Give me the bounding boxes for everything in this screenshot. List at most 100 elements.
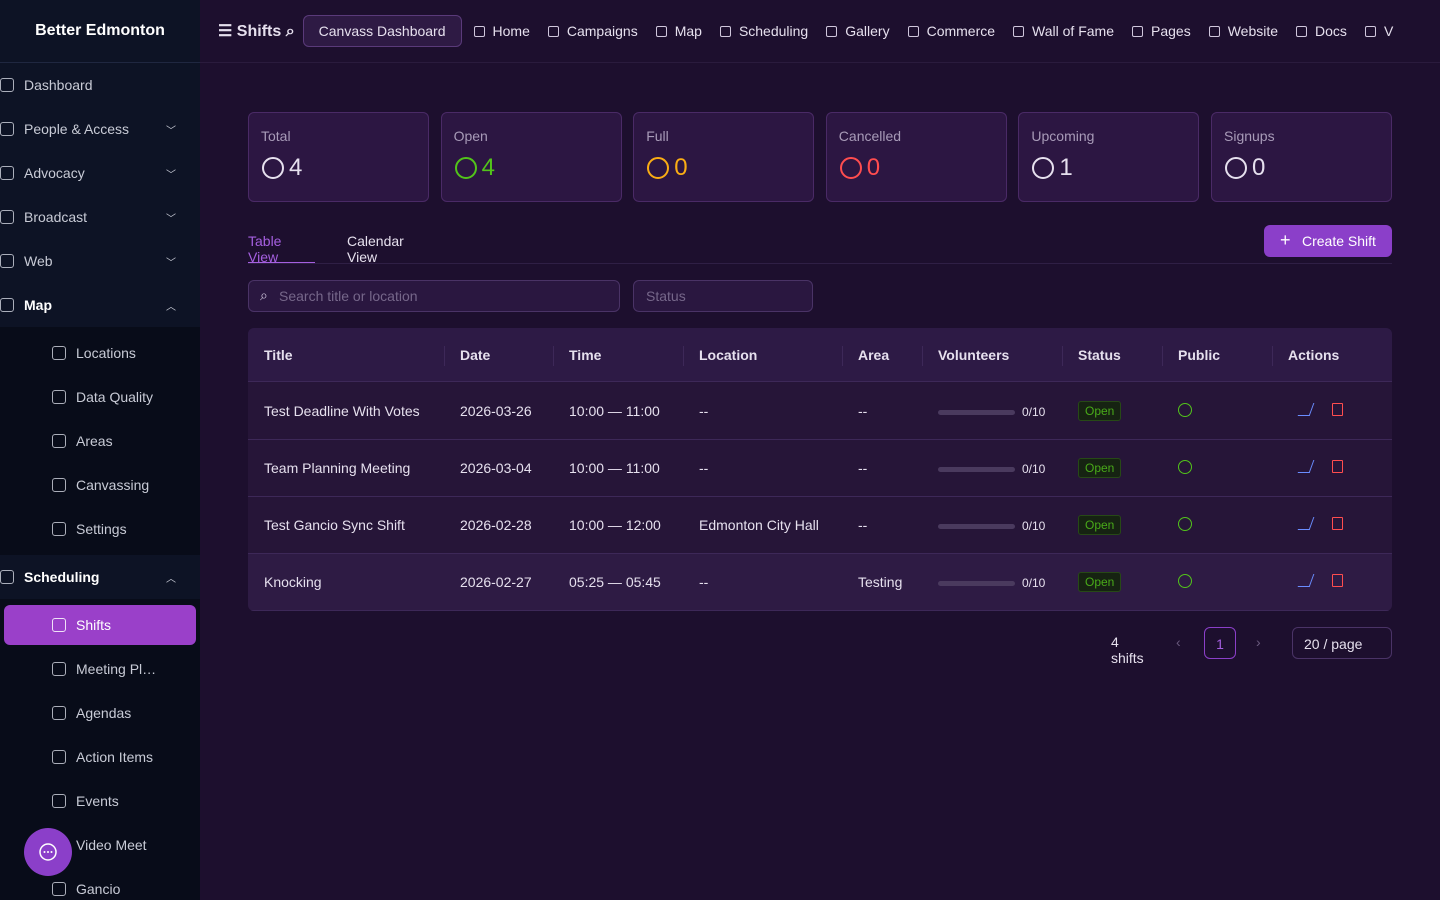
nav-item[interactable]: Gallery — [826, 23, 890, 39]
stat-value-row: 0 — [646, 154, 801, 182]
nav-item[interactable]: Home — [473, 23, 530, 39]
menu-item[interactable]: Web ﹀ — [0, 239, 200, 283]
cell: Testing — [858, 574, 903, 590]
status-tag: Open — [1078, 572, 1122, 592]
stat-card: Signups 0 — [1211, 112, 1392, 202]
nav-item[interactable]: Website — [1208, 23, 1278, 39]
menu-item[interactable]: Events — [0, 779, 200, 823]
chevron: ﹀ — [166, 125, 176, 137]
nav-item[interactable]: Docs — [1296, 23, 1347, 39]
nav-item[interactable]: Campaigns — [547, 23, 638, 39]
chat-button[interactable] — [24, 828, 72, 876]
edit-button[interactable] — [1297, 460, 1315, 473]
public-icon — [1178, 574, 1192, 588]
nav-item[interactable]: Pages — [1132, 23, 1191, 39]
stat-value: 0 — [674, 154, 688, 181]
column-divider — [1162, 346, 1163, 366]
delete-button[interactable] — [1332, 403, 1343, 416]
menu-item[interactable]: Dashboard — [0, 63, 200, 107]
create-button[interactable]: Create Shift — [1264, 225, 1392, 257]
menu-item[interactable]: Agendas — [0, 691, 200, 735]
menu-item[interactable]: Shifts — [4, 605, 196, 645]
menu: Dashboard People & Access ﹀ Advocacy ﹀ Broadc… — [0, 63, 200, 900]
delete-button[interactable] — [1332, 574, 1343, 587]
cell: Edmonton City Hall — [699, 517, 819, 533]
page-size[interactable]: 20 / page — [1292, 627, 1392, 659]
menu-icon — [0, 122, 14, 136]
stat-card: Cancelled 0 — [825, 112, 1007, 202]
progress-track — [938, 581, 1015, 586]
stat-icon — [647, 157, 670, 179]
nav-label: Docs — [1315, 23, 1347, 39]
nav-icon — [1208, 25, 1220, 37]
menu-item[interactable]: Scheduling ︿ — [0, 555, 200, 599]
menu-item[interactable]: Gancio — [0, 867, 200, 900]
stat-value: 0 — [1252, 154, 1266, 181]
nav-item[interactable]: Wall of Fame — [1013, 23, 1114, 39]
menu-item[interactable]: Locations — [0, 331, 200, 375]
stat-value: 0 — [866, 154, 881, 181]
edit-button[interactable] — [1297, 517, 1315, 530]
next-page[interactable]: › — [1256, 634, 1261, 650]
cell: -- — [858, 517, 868, 533]
nav-icon — [826, 25, 838, 37]
table-row: Test Deadline With Votes 2026-03-26 10:00 … — [248, 383, 1392, 440]
menu-label: Map — [24, 297, 52, 313]
nav-icon — [719, 25, 731, 37]
submenu: Locations Data Quality Areas Canvassing Sett… — [0, 327, 200, 555]
menu-icon — [0, 570, 14, 584]
status-select[interactable]: Status — [633, 280, 813, 312]
stat-icon — [262, 157, 284, 179]
column-header: Public — [1178, 347, 1221, 363]
menu-item[interactable]: Areas — [0, 419, 200, 463]
edit-button[interactable] — [1297, 403, 1315, 416]
prev-page[interactable]: ‹ — [1176, 634, 1181, 650]
progress-track — [938, 524, 1015, 529]
chevron: ﹀ — [166, 213, 176, 225]
column-header: Title — [264, 347, 293, 363]
menu-item[interactable]: Settings — [0, 507, 200, 551]
column-divider — [683, 346, 684, 366]
status-tag: Open — [1078, 401, 1122, 421]
stat-label: Total — [261, 128, 291, 144]
progress-track — [938, 467, 1015, 472]
public-icon — [1178, 517, 1192, 531]
menu-item[interactable]: Data Quality — [0, 375, 200, 419]
menu-item[interactable]: Canvassing — [0, 463, 200, 507]
menu-item[interactable]: Advocacy ﹀ — [0, 151, 200, 195]
menu-label: Settings — [76, 521, 127, 537]
cell: Test Gancio Sync Shift — [264, 517, 405, 533]
column-header: Area — [858, 347, 890, 363]
nav-label: Commerce — [926, 23, 996, 39]
edit-button[interactable] — [1297, 574, 1315, 587]
nav-item[interactable]: V — [1364, 23, 1393, 39]
menu-label: Meeting Pl… — [76, 661, 157, 677]
column-header: Volunteers — [938, 347, 1010, 363]
menu-item[interactable]: Map ︿ — [0, 283, 200, 327]
cell: 2026-03-26 — [460, 403, 532, 419]
delete-button[interactable] — [1332, 460, 1343, 473]
menu-item[interactable]: Broadcast ﹀ — [0, 195, 200, 239]
stat-value-row: 0 — [1224, 154, 1379, 182]
menu-item[interactable]: Meeting Pl… — [0, 647, 200, 691]
tab[interactable]: Table View — [248, 233, 282, 265]
cell: 05:25 — 05:45 — [569, 574, 661, 590]
table-row: Knocking 2026-02-27 05:25 — 05:45 -- Testing… — [248, 554, 1392, 611]
cell: -- — [699, 403, 709, 419]
search-input[interactable]: Search title or location — [248, 280, 620, 312]
cell: 2026-02-28 — [460, 517, 532, 533]
nav-item[interactable]: Scheduling — [719, 23, 808, 39]
menu-item[interactable]: Action Items — [0, 735, 200, 779]
table: Title Date Time Location Area Volunteers Statu… — [248, 328, 1392, 611]
nav-item[interactable]: Commerce — [907, 23, 996, 39]
delete-button[interactable] — [1332, 517, 1343, 530]
tab[interactable]: Calendar View — [347, 233, 404, 265]
table-row: Test Gancio Sync Shift 2026-02-28 10:00 — … — [248, 497, 1392, 554]
public-icon — [1178, 460, 1192, 474]
canvass-button[interactable]: Canvass Dashboard — [302, 15, 462, 47]
menu-icon — [52, 750, 66, 764]
menu-label: Agendas — [76, 705, 132, 721]
page-number[interactable]: 1 — [1204, 627, 1236, 659]
nav-item[interactable]: Map — [655, 23, 702, 39]
menu-item[interactable]: People & Access ﹀ — [0, 107, 200, 151]
